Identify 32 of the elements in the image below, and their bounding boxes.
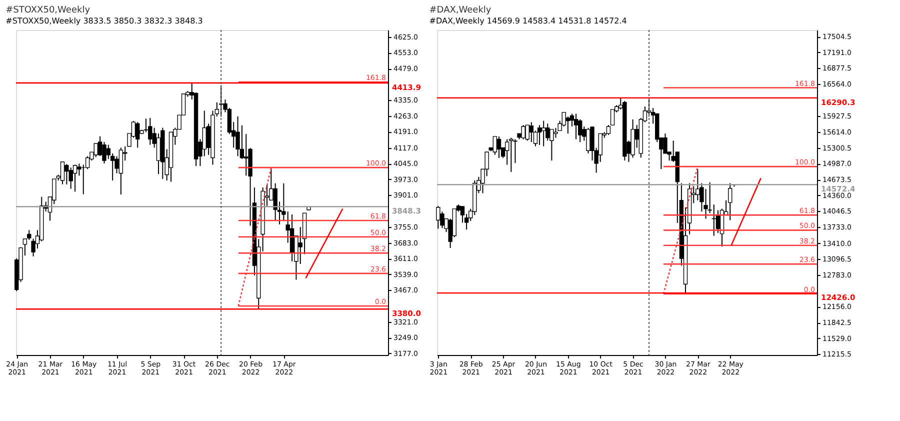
- candlestick: [136, 122, 140, 148]
- candlestick: [566, 116, 570, 134]
- candlestick: [574, 113, 578, 140]
- candlestick: [273, 182, 278, 221]
- chart-title: #STOXX50,Weekly: [6, 6, 91, 16]
- candlestick: [60, 161, 65, 185]
- chart-subtitle: #DAX,Weekly 14569.9 14583.4 14531.8 14572.4: [429, 16, 627, 26]
- chart-subtitle: #STOXX50,Weekly 3833.5 3850.3 3832.3 3848.3: [6, 16, 203, 26]
- candlestick: [72, 164, 78, 192]
- candlestick: [64, 164, 69, 185]
- candlestick: [436, 205, 440, 230]
- candlestick: [554, 127, 558, 138]
- candlestick: [236, 116, 240, 157]
- candlestick: [529, 122, 534, 143]
- candlestick: [492, 136, 498, 156]
- candlestick: [496, 136, 502, 158]
- candlestick: [586, 127, 590, 154]
- candlestick: [27, 230, 32, 240]
- candlestick: [525, 124, 530, 142]
- candlestick: [696, 168, 700, 201]
- candlestick: [537, 124, 542, 146]
- candlestick: [118, 147, 124, 195]
- candlestick: [68, 167, 73, 190]
- candlestick: [728, 182, 732, 221]
- candlestick: [148, 117, 152, 146]
- candlestick: [202, 110, 206, 157]
- candlestick: [94, 143, 98, 158]
- candlestick: [509, 137, 514, 172]
- candlestick: [541, 120, 546, 147]
- candlestick: [712, 204, 716, 236]
- chart-title: #DAX,Weekly: [429, 6, 492, 16]
- candlestick: [521, 124, 526, 140]
